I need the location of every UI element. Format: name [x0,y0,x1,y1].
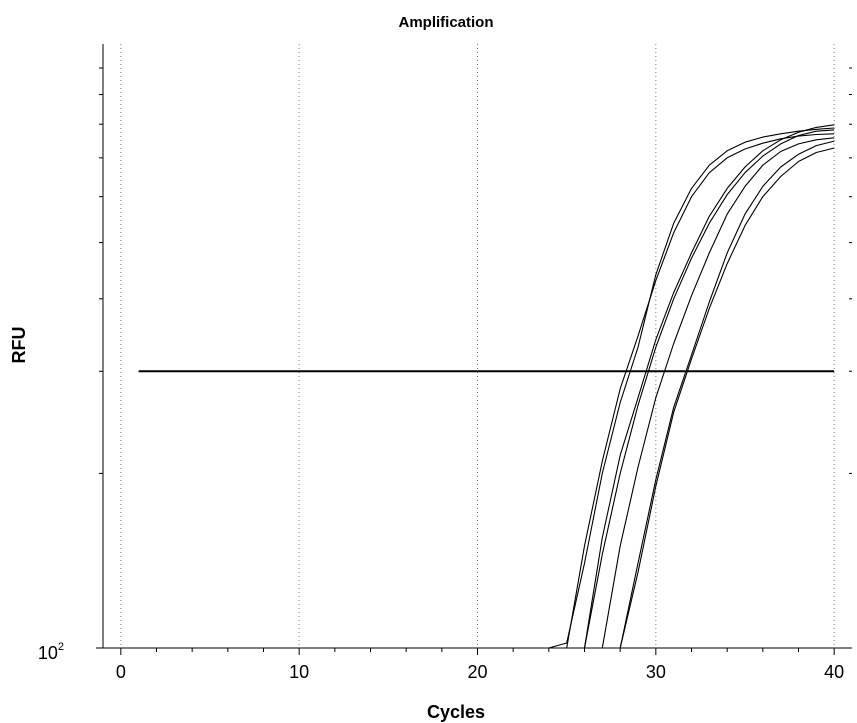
y-tick-label-min: 102 [38,641,64,663]
amplification-curve [619,140,835,649]
x-tick-label: 10 [289,662,309,682]
amplification-curve [566,133,835,649]
amplification-curve [548,127,835,649]
amplification-curve [601,137,835,649]
x-axis-label: Cycles [427,702,485,722]
plot-area: 0 10 20 30 40 [96,44,852,682]
amplification-curve [583,129,835,649]
y-tick-exponent: 2 [58,641,64,653]
x-tick-label: 20 [467,662,487,682]
x-tick-label: 40 [824,662,844,682]
x-tick-label: 30 [646,662,666,682]
chart-title: Amplification [398,14,493,31]
y-tick-base: 10 [38,643,58,663]
amplification-curve [583,124,835,649]
x-tick-label: 0 [116,662,126,682]
amplification-curve [619,147,835,649]
y-axis-label: RFU [9,327,29,364]
